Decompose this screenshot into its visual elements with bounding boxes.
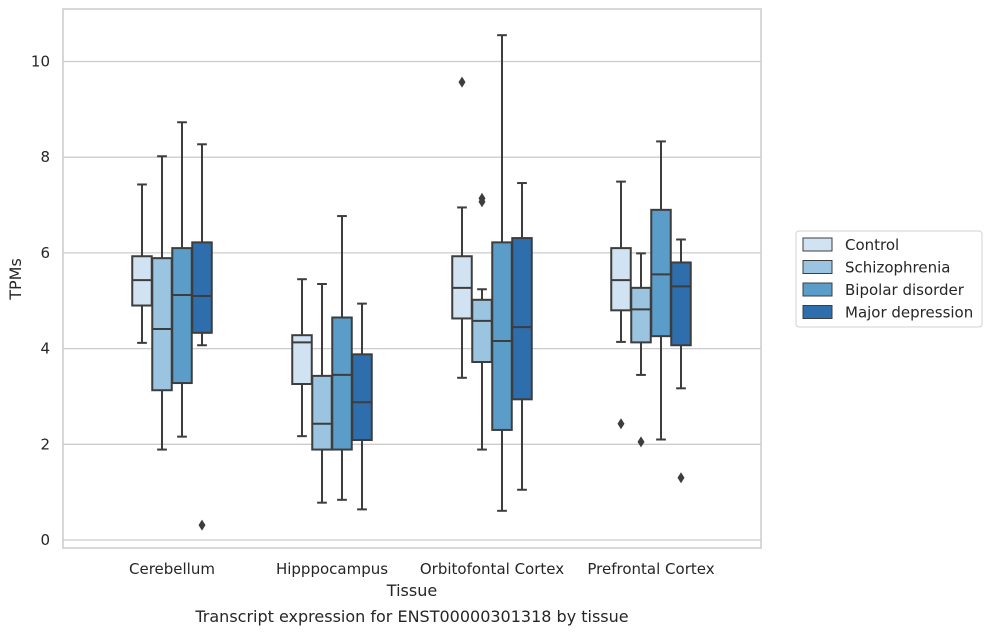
box [311,374,333,451]
box-group [670,238,692,484]
box-group [191,143,213,531]
box-group [630,252,652,448]
box [191,241,213,334]
box [331,316,353,451]
box-group [511,182,533,491]
box-group [610,180,632,430]
x-tick-label: Orbitofontal Cortex [420,560,564,578]
box-series [131,34,692,531]
legend-swatch [802,282,833,297]
legend-label: Schizophrenia [845,259,950,277]
box-group [331,215,353,501]
y-tick-labels: 0 2 4 6 8 10 [31,53,50,550]
x-axis-title: Tissue [386,581,437,600]
chart-caption: Transcript expression for ENST0000030131… [194,607,628,626]
box-group [471,192,493,451]
x-tick-label: Prefrontal Cortex [587,560,714,578]
plot-frame [62,8,762,549]
box [151,257,173,392]
box-group [151,155,173,451]
box-group [351,302,373,511]
x-tick-label: Hipppocampus [276,560,388,578]
box [471,298,493,363]
box-group [650,140,672,441]
legend-label: Bipolar disorder [845,281,965,299]
box-group [291,278,313,438]
box [511,237,533,401]
y-tick-label: 8 [40,148,50,166]
legend: Control Schizophrenia Bipolar disorder Majo… [795,230,983,328]
outlier-point [677,472,685,484]
outlier-point [198,519,206,531]
box-group [451,76,473,379]
legend-frame [795,230,983,328]
y-tick-label: 2 [40,435,50,453]
box-group [311,283,333,504]
legend-swatch [802,305,833,319]
box [670,261,692,347]
y-tick-label: 6 [40,244,50,262]
outlier-point [617,418,625,430]
outlier-point [458,76,466,88]
legend-label: Major depression [845,304,973,322]
y-tick-label: 4 [40,340,50,358]
y-axis-title: TPMs [6,258,25,301]
y-tick-label: 10 [31,53,50,71]
box [171,247,193,385]
legend-swatch [802,237,833,252]
y-tick-label: 0 [40,531,50,549]
box-group [171,121,193,438]
box-group [491,34,513,512]
legend-swatch [802,260,833,274]
box [351,353,373,441]
outlier-point [478,192,486,204]
box [491,241,513,431]
x-tick-labels: Cerebellum Hipppocampus Orbitofontal Corte… [129,560,715,578]
legend-label: Control [845,236,899,254]
x-tick-label: Cerebellum [129,560,215,578]
box-group [131,183,153,344]
box [630,286,652,344]
box [291,334,313,386]
outlier-point [637,436,645,448]
box [650,208,672,338]
